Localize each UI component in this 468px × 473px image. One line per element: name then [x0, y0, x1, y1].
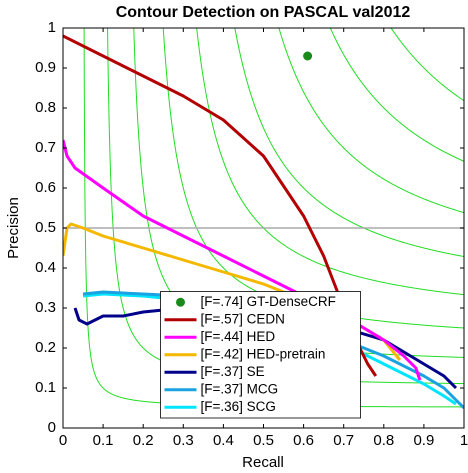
series-line: [63, 139, 422, 381]
y-tick-label: 0.3: [35, 299, 56, 316]
y-tick-label: 0.7: [35, 139, 56, 156]
x-tick-label: 0.6: [293, 432, 314, 449]
y-axis-label: Precision: [5, 197, 22, 259]
y-tick-label: 0: [48, 419, 56, 436]
x-tick-label: 0.1: [93, 432, 114, 449]
y-tick-label: 1: [48, 19, 56, 36]
y-tick-label: 0.6: [35, 179, 56, 196]
iso-f-curve: [390, 28, 464, 102]
legend-label: [F=.37] SE: [201, 364, 265, 379]
iso-f-curve: [329, 28, 464, 162]
x-tick-label: 0.7: [333, 432, 354, 449]
data-point: [303, 51, 313, 61]
y-tick-label: 0.4: [35, 259, 56, 276]
y-tick-label: 0.2: [35, 339, 56, 356]
x-tick-label: 0.5: [253, 432, 274, 449]
y-tick-label: 0.1: [35, 379, 56, 396]
legend-label: [F=.37] MCG: [201, 381, 279, 396]
legend-label: [F=.42] HED-pretrain: [201, 346, 326, 361]
chart-title: Contour Detection on PASCAL val2012: [116, 4, 411, 21]
x-axis-label: Recall: [242, 454, 284, 471]
x-tick-label: 1: [460, 432, 468, 449]
x-tick-label: 0.2: [133, 432, 154, 449]
y-tick-label: 0.9: [35, 59, 56, 76]
iso-f-curve: [278, 28, 464, 214]
legend-label: [F=.36] SCG: [201, 399, 276, 414]
iso-f-curve: [162, 28, 464, 329]
legend-label: [F=.44] HED: [201, 329, 276, 344]
y-tick-label: 0.5: [35, 219, 56, 236]
legend-label: [F=.74] GT-DenseCRF: [201, 294, 336, 309]
iso-f-curve: [234, 28, 464, 258]
legend-label: [F=.57] CEDN: [201, 311, 285, 326]
iso-f-curve: [196, 28, 464, 296]
x-tick-label: 0: [59, 432, 67, 449]
legend-marker: [176, 297, 185, 307]
y-tick-label: 0.8: [35, 99, 56, 116]
x-tick-label: 0.3: [173, 432, 194, 449]
x-tick-label: 0.8: [373, 432, 394, 449]
x-tick-label: 0.4: [213, 432, 234, 449]
x-tick-label: 0.9: [413, 432, 434, 449]
